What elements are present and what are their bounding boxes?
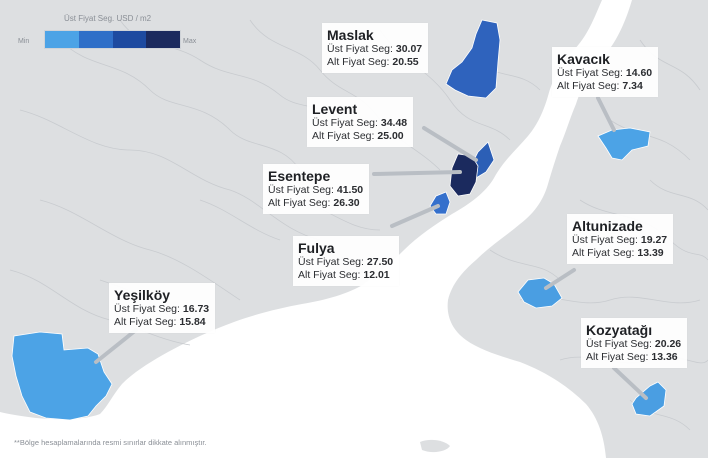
- yesilkoy-label[interactable]: Yeşilköy Üst Fiyat Seg: 16.73 Alt Fiyat …: [109, 283, 216, 333]
- legend-min-label: Min: [18, 38, 30, 45]
- legend-swatch: [78, 31, 113, 48]
- lower-price-value: 7.34: [622, 80, 643, 92]
- upper-price-value: 27.50: [366, 256, 394, 268]
- region-name: Maslak: [327, 27, 374, 43]
- upper-price-label: Üst Fiyat Seg:: [298, 256, 364, 268]
- region-name: Altunizade: [572, 218, 643, 234]
- upper-price-value: 41.50: [336, 184, 364, 196]
- lower-price-value: 25.00: [377, 130, 404, 142]
- yesilkoy-region[interactable]: [11, 331, 113, 421]
- lower-price-label: Alt Fiyat Seg:: [268, 197, 331, 209]
- kozyatagi-label[interactable]: Kozyatağı Üst Fiyat Seg: 20.26 Alt Fiyat…: [581, 318, 688, 368]
- lower-price-label: Alt Fiyat Seg:: [557, 80, 620, 92]
- region-name: Levent: [312, 101, 358, 117]
- kavacik-label[interactable]: Kavacık Üst Fiyat Seg: 14.60 Alt Fiyat S…: [552, 47, 659, 97]
- legend-title: Üst Fiyat Seg. USD / m2: [64, 14, 152, 23]
- legend-swatch: [112, 31, 147, 48]
- lower-price-label: Alt Fiyat Seg:: [298, 269, 361, 281]
- island: [420, 439, 450, 453]
- levent-label[interactable]: Levent Üst Fiyat Seg: 34.48 Alt Fiyat Se…: [307, 97, 414, 147]
- upper-price-label: Üst Fiyat Seg:: [268, 184, 334, 196]
- lower-price-label: Alt Fiyat Seg:: [572, 247, 635, 259]
- region-name: Kozyatağı: [586, 322, 653, 338]
- kavacik-region[interactable]: [597, 127, 651, 161]
- legend-swatch: [45, 31, 79, 48]
- lower-price-value: 26.30: [333, 197, 360, 209]
- upper-price-value: 30.07: [395, 43, 423, 55]
- upper-price-label: Üst Fiyat Seg:: [586, 338, 652, 350]
- lower-price-label: Alt Fiyat Seg:: [312, 130, 375, 142]
- legend-max-label: Max: [183, 38, 197, 45]
- upper-price-value: 19.27: [640, 234, 668, 246]
- lower-price-value: 15.84: [179, 316, 206, 328]
- upper-price-label: Üst Fiyat Seg:: [557, 67, 623, 79]
- esentepe-label[interactable]: Esentepe Üst Fiyat Seg: 41.50 Alt Fiyat …: [263, 164, 370, 214]
- lower-price-value: 20.55: [392, 56, 419, 68]
- lower-price-label: Alt Fiyat Seg:: [114, 316, 177, 328]
- maslak-region[interactable]: [445, 19, 501, 99]
- kozyatagi-region[interactable]: [631, 381, 667, 417]
- upper-price-value: 16.73: [182, 303, 210, 315]
- upper-price-value: 34.48: [380, 117, 408, 129]
- legend-color-bar: [44, 30, 181, 49]
- upper-price-value: 20.26: [654, 338, 682, 350]
- footnote: **Bölge hesaplamalarında resmi sınırlar …: [14, 438, 207, 447]
- fulya-label[interactable]: Fulya Üst Fiyat Seg: 27.50 Alt Fiyat Seg…: [293, 236, 400, 286]
- upper-price-value: 14.60: [625, 67, 653, 79]
- lower-price-value: 13.39: [637, 247, 664, 259]
- lower-price-value: 13.36: [651, 351, 678, 363]
- region-name: Kavacık: [557, 51, 610, 67]
- maslak-label[interactable]: Maslak Üst Fiyat Seg: 30.07 Alt Fiyat Se…: [322, 23, 429, 73]
- leader-lines: [94, 96, 648, 400]
- legend-swatch: [146, 31, 180, 48]
- upper-price-label: Üst Fiyat Seg:: [312, 117, 378, 129]
- region-name: Fulya: [298, 240, 335, 256]
- altunizade-label[interactable]: Altunizade Üst Fiyat Seg: 19.27 Alt Fiya…: [567, 214, 674, 264]
- upper-price-label: Üst Fiyat Seg:: [327, 43, 393, 55]
- lower-price-label: Alt Fiyat Seg:: [327, 56, 390, 68]
- lower-price-label: Alt Fiyat Seg:: [586, 351, 649, 363]
- upper-price-label: Üst Fiyat Seg:: [114, 303, 180, 315]
- upper-price-label: Üst Fiyat Seg:: [572, 234, 638, 246]
- region-name: Yeşilköy: [114, 287, 171, 303]
- price-legend: Üst Fiyat Seg. USD / m2 Min Max: [18, 14, 208, 54]
- region-name: Esentepe: [268, 168, 331, 184]
- lower-price-value: 12.01: [363, 269, 390, 281]
